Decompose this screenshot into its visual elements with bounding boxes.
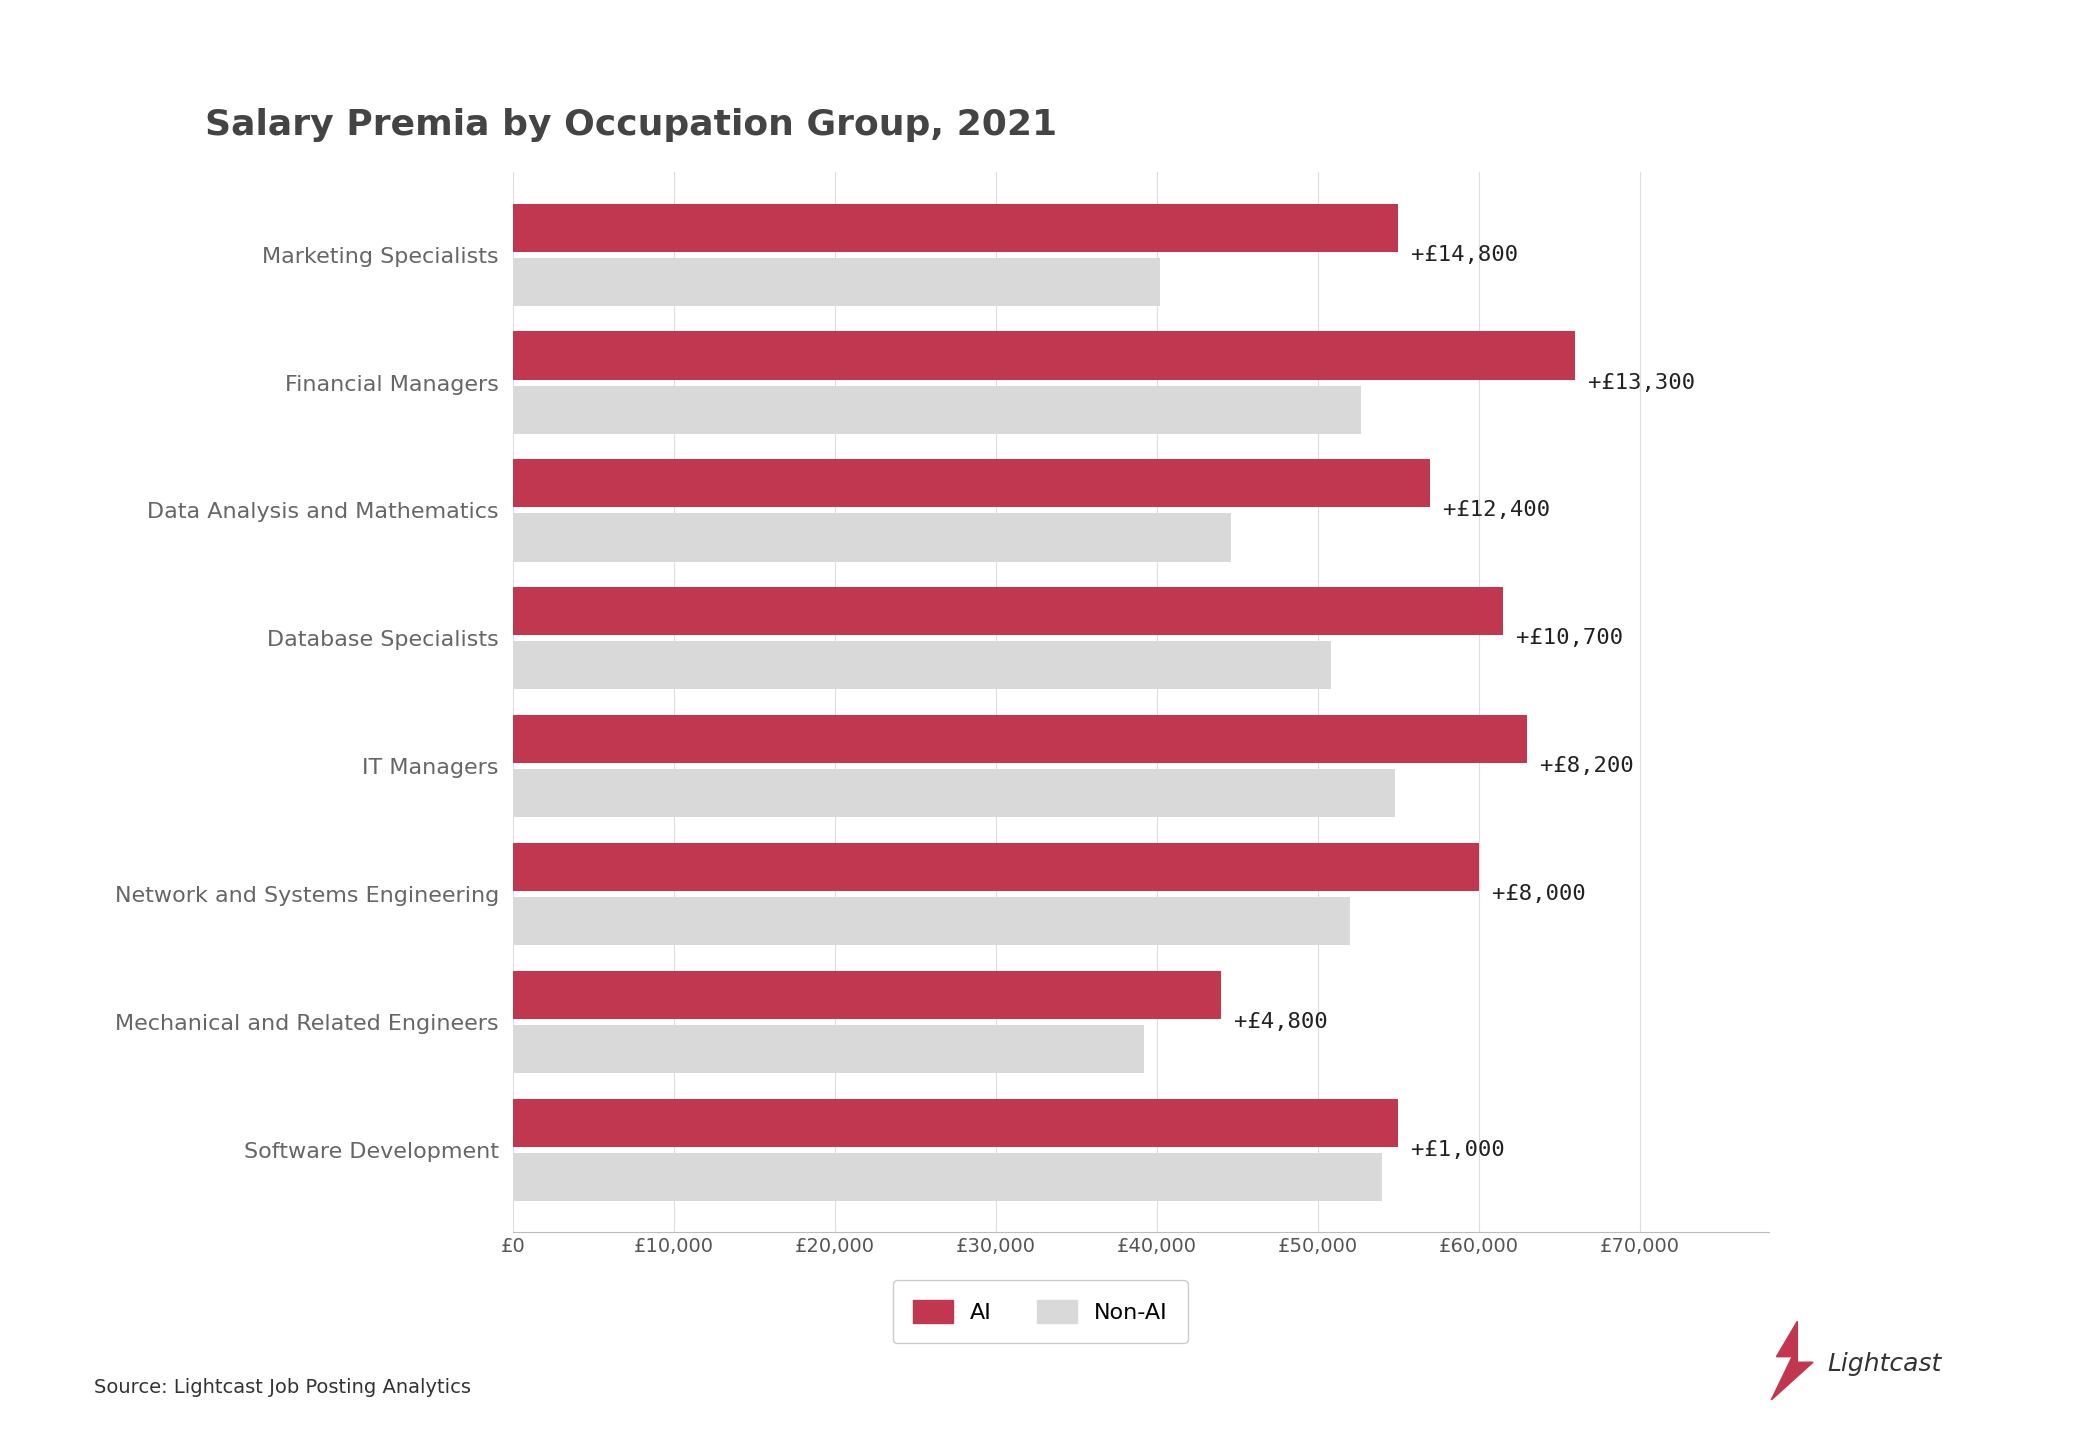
Bar bbox=[513, 588, 1503, 635]
Bar bbox=[513, 770, 1396, 817]
Bar bbox=[513, 385, 1360, 434]
Text: +£8,000: +£8,000 bbox=[1492, 884, 1584, 904]
Bar bbox=[513, 1025, 1145, 1073]
Bar bbox=[513, 641, 1331, 689]
Bar bbox=[513, 970, 1220, 1019]
Text: +£13,300: +£13,300 bbox=[1589, 373, 1695, 393]
Bar bbox=[513, 203, 1398, 252]
Bar bbox=[513, 459, 1430, 507]
Bar bbox=[513, 715, 1528, 764]
Bar bbox=[513, 513, 1231, 562]
Polygon shape bbox=[1771, 1321, 1813, 1400]
Bar bbox=[513, 1099, 1398, 1146]
Text: Lightcast: Lightcast bbox=[1827, 1351, 1942, 1376]
Text: Salary Premia by Occupation Group, 2021: Salary Premia by Occupation Group, 2021 bbox=[205, 109, 1057, 142]
Bar bbox=[513, 843, 1480, 891]
Legend: AI, Non-AI: AI, Non-AI bbox=[892, 1280, 1189, 1343]
Text: Source: Lightcast Job Posting Analytics: Source: Lightcast Job Posting Analytics bbox=[94, 1379, 471, 1397]
Text: +£12,400: +£12,400 bbox=[1444, 500, 1551, 520]
Text: +£10,700: +£10,700 bbox=[1515, 628, 1622, 648]
Bar bbox=[513, 258, 1160, 305]
Text: +£1,000: +£1,000 bbox=[1411, 1139, 1505, 1159]
Text: +£8,200: +£8,200 bbox=[1540, 757, 1635, 777]
Bar bbox=[513, 331, 1576, 380]
Bar bbox=[513, 897, 1350, 946]
Text: +£14,800: +£14,800 bbox=[1411, 245, 1517, 265]
Bar bbox=[513, 1152, 1381, 1201]
Text: +£4,800: +£4,800 bbox=[1235, 1012, 1327, 1032]
